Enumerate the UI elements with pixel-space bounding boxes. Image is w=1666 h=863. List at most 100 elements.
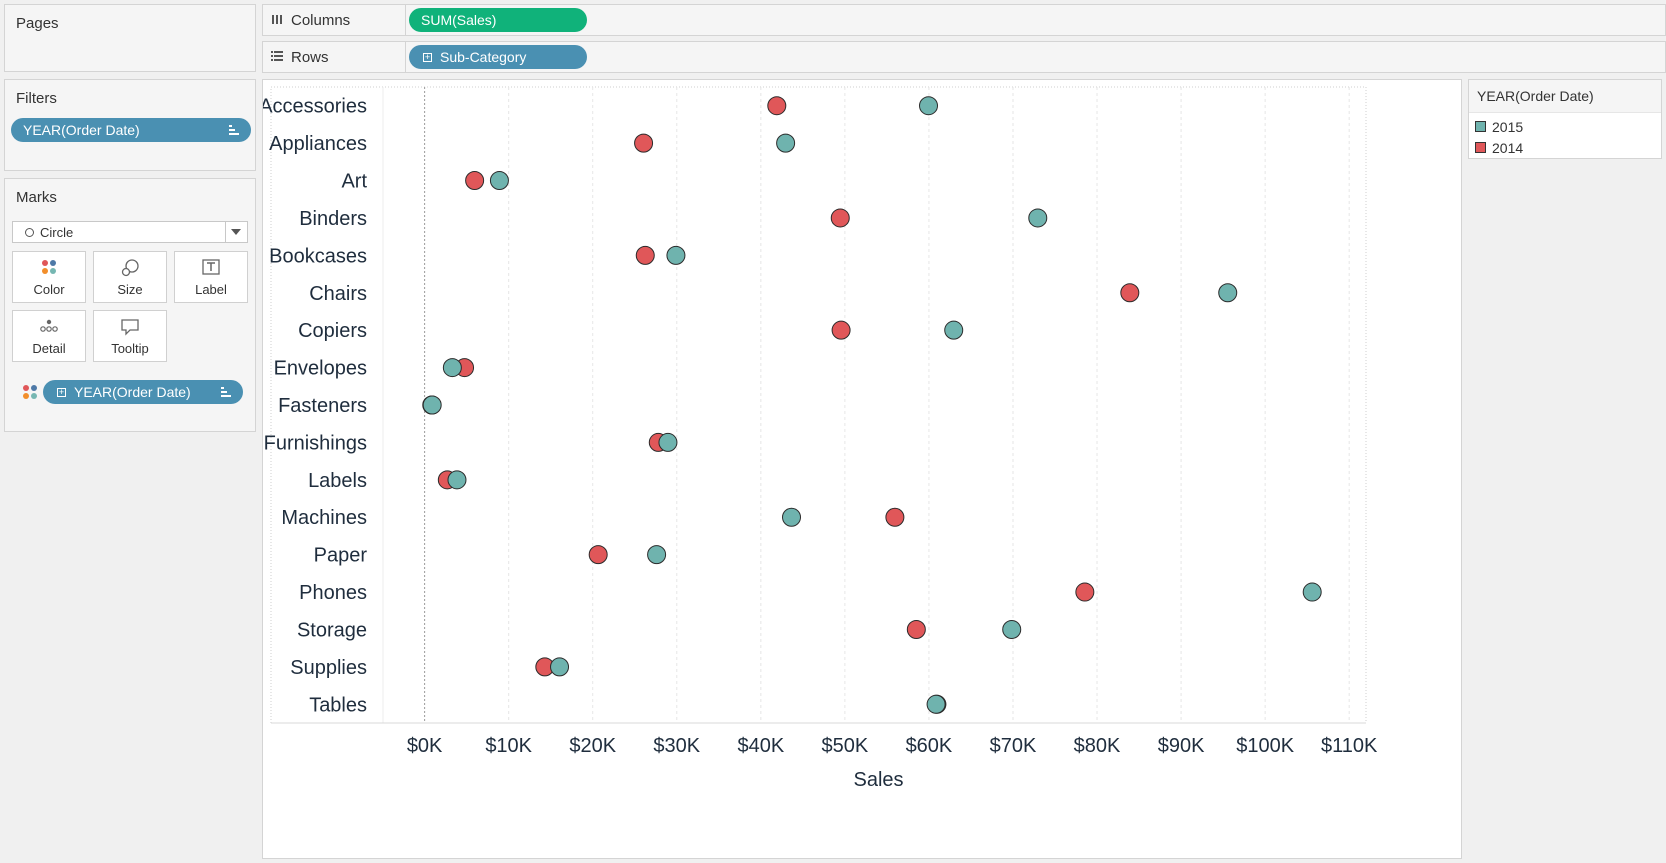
- row-label: Storage: [297, 619, 367, 641]
- row-label: Machines: [281, 507, 367, 529]
- filters-card: Filters YEAR(Order Date): [4, 79, 256, 171]
- size-button-label: Size: [117, 282, 143, 297]
- rows-shelf-label: Rows: [271, 42, 329, 72]
- data-point-2015[interactable]: [489, 171, 509, 191]
- data-point-2014[interactable]: [906, 619, 926, 639]
- x-tick-label: $90K: [1158, 735, 1205, 757]
- rows-icon: [271, 49, 283, 66]
- color-encoding-pill-label: YEAR(Order Date): [74, 384, 191, 400]
- color-legend[interactable]: YEAR(Order Date) 2015 2014: [1468, 79, 1662, 159]
- detail-dots-icon: [13, 318, 85, 338]
- data-point-2015[interactable]: [447, 470, 467, 490]
- row-label: Supplies: [290, 657, 367, 679]
- label-button-label: Label: [195, 282, 227, 297]
- x-tick-label: $110K: [1321, 735, 1378, 757]
- rows-pill[interactable]: + Sub-Category: [409, 45, 587, 69]
- mark-type-label: Circle: [40, 224, 74, 240]
- x-tick-label: $10K: [485, 735, 532, 757]
- data-point-2015[interactable]: [666, 245, 686, 265]
- columns-pill[interactable]: SUM(Sales): [409, 8, 587, 32]
- data-point-2015[interactable]: [1002, 619, 1022, 639]
- filter-pill[interactable]: YEAR(Order Date): [11, 118, 251, 142]
- dot-plot-chart: Accessories Appliances Art Binders Bookcases…: [263, 86, 1378, 791]
- legend-label: 2015: [1492, 118, 1524, 135]
- color-encoding-icon: [22, 384, 38, 405]
- marks-title: Marks: [16, 189, 57, 206]
- data-point-2014[interactable]: [1120, 283, 1140, 303]
- rows-divider: [405, 42, 406, 72]
- x-tick-label: $40K: [737, 735, 784, 757]
- data-point-2015[interactable]: [1218, 283, 1238, 303]
- x-tick-label: $100K: [1236, 735, 1294, 757]
- row-label: Chairs: [309, 283, 367, 305]
- data-point-2015[interactable]: [919, 96, 939, 116]
- data-point-2014[interactable]: [465, 171, 485, 191]
- columns-pill-label: SUM(Sales): [421, 12, 497, 28]
- data-point-2015[interactable]: [1028, 208, 1048, 228]
- dropdown-separator: [225, 222, 226, 242]
- row-label: Copiers: [298, 320, 367, 342]
- row-label: Furnishings: [264, 432, 367, 454]
- plot-area-border: [270, 86, 1367, 724]
- data-point-2015[interactable]: [442, 358, 462, 378]
- data-point-2015[interactable]: [944, 320, 964, 340]
- x-tick-label: $50K: [822, 735, 869, 757]
- row-label: Fasteners: [278, 395, 367, 417]
- row-label: Binders: [299, 208, 367, 230]
- color-button-label: Color: [33, 282, 65, 297]
- data-point-2014[interactable]: [635, 245, 655, 265]
- x-tick-label: $20K: [569, 735, 616, 757]
- data-point-2015[interactable]: [422, 395, 442, 415]
- data-point-2014[interactable]: [1075, 582, 1095, 602]
- chart-view[interactable]: Accessories Appliances Art Binders Bookcases…: [262, 79, 1462, 859]
- data-point-2015[interactable]: [1302, 582, 1322, 602]
- row-label: Labels: [308, 470, 367, 492]
- sort-icon: [221, 386, 231, 402]
- x-tick-label: $30K: [653, 735, 700, 757]
- chevron-down-icon: [231, 229, 241, 235]
- rows-pill-label: Sub-Category: [440, 49, 527, 65]
- legend-swatch: [1475, 121, 1486, 132]
- data-point-2014[interactable]: [830, 208, 850, 228]
- data-point-2015[interactable]: [658, 432, 678, 452]
- data-point-2014[interactable]: [831, 320, 851, 340]
- color-button[interactable]: Color: [12, 251, 86, 303]
- legend-item[interactable]: 2015: [1469, 116, 1661, 137]
- detail-button[interactable]: Detail: [12, 310, 86, 362]
- sort-icon: [229, 124, 239, 140]
- x-tick-label: $80K: [1074, 735, 1121, 757]
- columns-shelf-label: Columns: [271, 5, 350, 35]
- label-button[interactable]: Label: [174, 251, 248, 303]
- data-point-2015[interactable]: [776, 133, 796, 153]
- tooltip-button[interactable]: Tooltip: [93, 310, 167, 362]
- text-label-icon: [175, 259, 247, 279]
- x-tick-label: $60K: [906, 735, 953, 757]
- legend-item[interactable]: 2014: [1469, 137, 1661, 158]
- mark-type-dropdown[interactable]: Circle: [12, 221, 248, 243]
- row-label: Phones: [299, 582, 367, 604]
- columns-shelf[interactable]: Columns SUM(Sales): [262, 4, 1666, 36]
- circle-icon: [25, 227, 34, 237]
- data-point-2014[interactable]: [885, 507, 905, 527]
- size-button[interactable]: Size: [93, 251, 167, 303]
- legend-label: 2014: [1492, 139, 1524, 156]
- detail-button-label: Detail: [32, 341, 66, 356]
- data-point-2015[interactable]: [550, 657, 570, 677]
- size-icon: [94, 259, 166, 281]
- legend-swatch: [1475, 142, 1486, 153]
- columns-label-text: Columns: [291, 11, 351, 29]
- pages-card[interactable]: Pages: [4, 4, 256, 72]
- color-encoding-pill[interactable]: + YEAR(Order Date): [43, 380, 243, 404]
- columns-icon: [271, 12, 283, 29]
- expand-plus-icon: +: [423, 51, 432, 62]
- columns-divider: [405, 5, 406, 35]
- data-point-2015[interactable]: [926, 694, 946, 714]
- color-palette-icon: [13, 259, 85, 279]
- data-point-2014[interactable]: [588, 545, 608, 565]
- row-label: Bookcases: [269, 245, 367, 267]
- data-point-2014[interactable]: [634, 133, 654, 153]
- data-point-2015[interactable]: [782, 507, 802, 527]
- rows-shelf[interactable]: Rows + Sub-Category: [262, 41, 1666, 73]
- data-point-2014[interactable]: [767, 96, 787, 116]
- data-point-2015[interactable]: [647, 545, 667, 565]
